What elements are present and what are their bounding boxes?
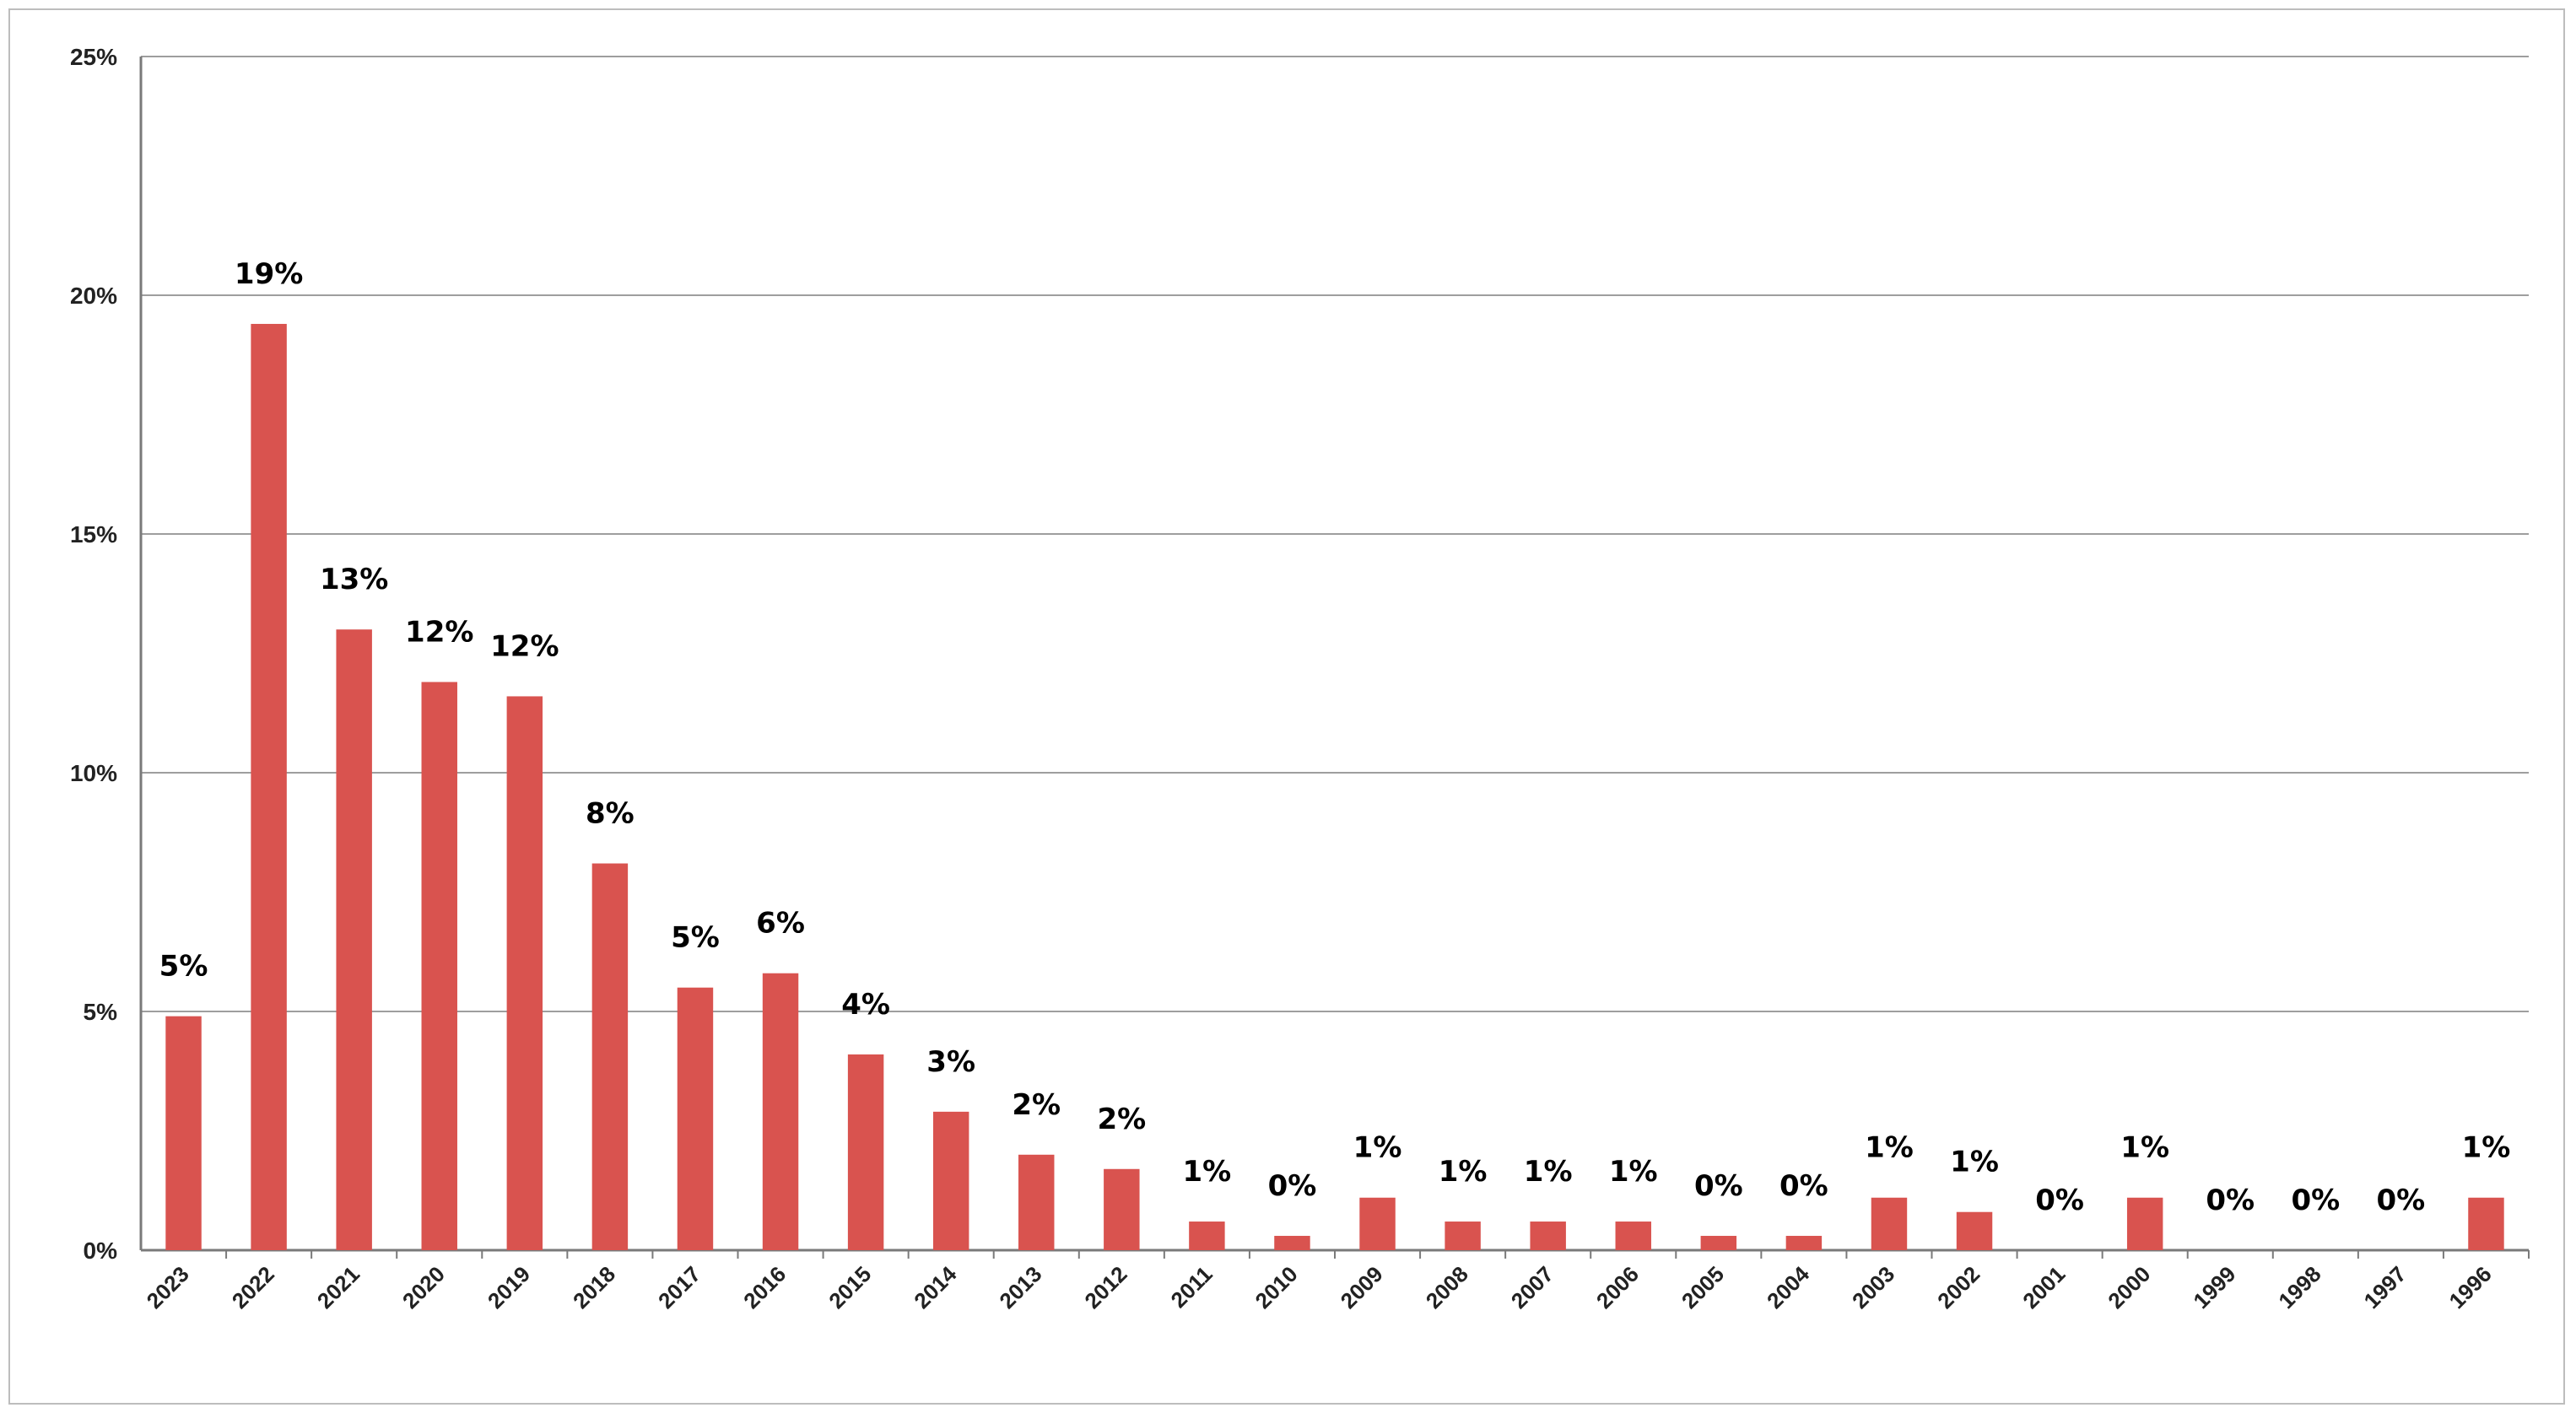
- x-tick-label: 2006: [1591, 1261, 1644, 1313]
- bar: [677, 987, 714, 1250]
- y-axis-tick-labels: 0% 5% 10% 15% 20% 25%: [70, 44, 117, 1264]
- data-labels: 5% 19% 13% 12% 12% 8% 5% 6% 4% 3% 2% 2% 1% 0% 1% 1% 1% 1%…: [159, 257, 2511, 1217]
- bar: [1871, 1197, 1908, 1250]
- x-tick-label: 2019: [483, 1261, 535, 1313]
- x-tick-label: 2003: [1847, 1261, 1899, 1313]
- bar: [165, 1016, 202, 1250]
- data-label: 1%: [1353, 1131, 1402, 1165]
- bar: [1785, 1236, 1823, 1250]
- x-tick-label: 2016: [738, 1261, 791, 1313]
- data-label: 1%: [2462, 1131, 2511, 1165]
- data-label: 0%: [1694, 1169, 1743, 1203]
- data-label: 0%: [2377, 1184, 2426, 1217]
- x-tick-label: 2020: [397, 1261, 450, 1313]
- x-tick-label: 2008: [1421, 1261, 1473, 1313]
- y-tick-label: 20%: [70, 283, 117, 309]
- x-tick-label: 2005: [1677, 1261, 1729, 1313]
- y-tick-label: 25%: [70, 44, 117, 70]
- bar: [932, 1111, 969, 1250]
- data-label: 12%: [490, 629, 559, 663]
- x-tick-label: 2014: [909, 1261, 961, 1313]
- data-label: 2%: [1097, 1103, 1146, 1136]
- bar: [1189, 1222, 1225, 1250]
- data-label: 1%: [1950, 1146, 1999, 1179]
- y-tick-label: 5%: [84, 999, 118, 1025]
- data-label: 19%: [235, 257, 303, 291]
- bar: [421, 682, 457, 1250]
- x-tick-label: 2011: [1166, 1261, 1218, 1313]
- data-label: 6%: [756, 907, 805, 941]
- x-tick-label: 2013: [994, 1261, 1046, 1313]
- x-tick-label: 2017: [653, 1261, 705, 1313]
- data-label: 2%: [1012, 1088, 1061, 1122]
- bar: [847, 1054, 884, 1250]
- data-label: 8%: [586, 797, 635, 831]
- x-tick-label: 2001: [2017, 1261, 2070, 1313]
- x-tick-label: 2004: [1762, 1261, 1814, 1313]
- x-tick-label: 2018: [568, 1261, 620, 1313]
- x-tick-label: 2000: [2103, 1261, 2155, 1313]
- bar-chart: 0% 5% 10% 15% 20% 25% 5% 19% 13% 12% 12% 8% 5% 6% 4% 3…: [70, 44, 2530, 1313]
- x-tick-label: 2009: [1336, 1261, 1388, 1313]
- bar: [1615, 1222, 1651, 1250]
- data-label: 1%: [1865, 1131, 1914, 1165]
- y-tick-label: 0%: [84, 1238, 118, 1264]
- bar: [1104, 1168, 1140, 1250]
- data-label: 13%: [320, 563, 388, 596]
- x-tick-label: 2010: [1250, 1261, 1303, 1313]
- data-label: 0%: [2035, 1184, 2084, 1217]
- x-tick-label: 2002: [1932, 1261, 1985, 1313]
- data-label: 12%: [405, 615, 473, 649]
- bar: [1018, 1154, 1055, 1250]
- bar: [336, 629, 372, 1250]
- data-label: 3%: [926, 1045, 975, 1079]
- bar: [1956, 1211, 1993, 1250]
- bar: [591, 863, 629, 1250]
- x-tick-label: 2015: [824, 1261, 876, 1313]
- bar: [1530, 1222, 1566, 1250]
- bar: [251, 323, 287, 1251]
- bar: [1445, 1222, 1481, 1250]
- data-label: 0%: [1268, 1169, 1317, 1203]
- bars: [165, 323, 2504, 1251]
- bar: [1359, 1197, 1396, 1250]
- data-label: 1%: [1183, 1155, 1232, 1189]
- x-tick-label: 1999: [2188, 1261, 2240, 1313]
- gridlines: [141, 56, 2529, 1012]
- data-label: 0%: [1779, 1169, 1828, 1203]
- data-label: 0%: [2206, 1184, 2255, 1217]
- x-tick-label: 2022: [227, 1261, 279, 1313]
- bar: [1274, 1236, 1310, 1250]
- data-label: 5%: [671, 921, 720, 955]
- bar: [506, 696, 543, 1250]
- x-tick-label: 1997: [2359, 1261, 2411, 1313]
- x-axis-tick-labels: 2023 2022 2021 2020 2019 2018 2017 2016 2015 2014…: [142, 1261, 2497, 1313]
- bar: [762, 973, 799, 1250]
- chart-frame: 0% 5% 10% 15% 20% 25% 5% 19% 13% 12% 12% 8% 5% 6% 4% 3…: [8, 8, 2565, 1405]
- y-tick-label: 10%: [70, 760, 117, 786]
- data-label: 1%: [2120, 1131, 2169, 1165]
- x-tick-label: 1998: [2273, 1261, 2325, 1313]
- x-tick-label: 2007: [1506, 1261, 1558, 1313]
- data-label: 0%: [2291, 1184, 2340, 1217]
- data-label: 5%: [159, 950, 208, 984]
- data-label: 4%: [841, 988, 890, 1022]
- x-tick-label: 2021: [312, 1261, 365, 1313]
- x-tick-label: 2023: [142, 1261, 194, 1313]
- bar: [2126, 1197, 2163, 1250]
- data-label: 1%: [1524, 1155, 1573, 1189]
- bar: [2468, 1197, 2504, 1250]
- x-tick-label: 2012: [1079, 1261, 1131, 1313]
- y-tick-label: 15%: [70, 521, 117, 547]
- x-tick-label: 1996: [2444, 1261, 2497, 1313]
- data-label: 1%: [1609, 1155, 1658, 1189]
- bar: [1700, 1236, 1737, 1250]
- data-label: 1%: [1439, 1155, 1488, 1189]
